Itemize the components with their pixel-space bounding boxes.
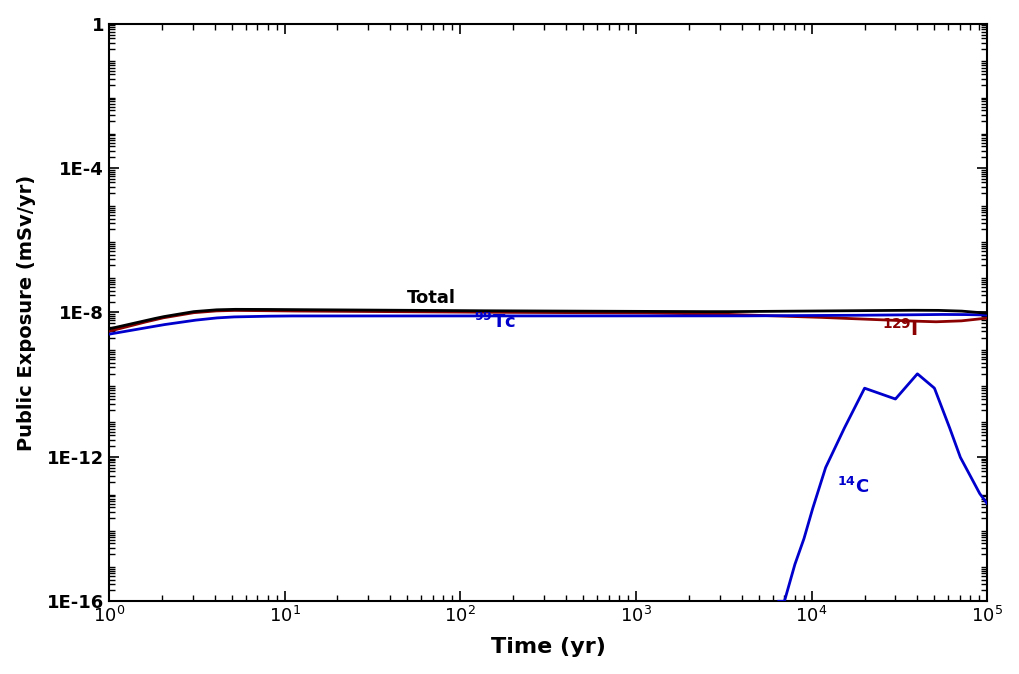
- Text: $\mathbf{^{99}Tc}$: $\mathbf{^{99}Tc}$: [474, 312, 516, 332]
- X-axis label: Time (yr): Time (yr): [490, 638, 605, 657]
- Y-axis label: Public Exposure (mSv/yr): Public Exposure (mSv/yr): [16, 175, 36, 450]
- Text: Total: Total: [407, 289, 455, 307]
- Text: $\mathbf{^{129}I}$: $\mathbf{^{129}I}$: [880, 318, 917, 340]
- Text: $\mathbf{^{14}C}$: $\mathbf{^{14}C}$: [837, 477, 869, 497]
